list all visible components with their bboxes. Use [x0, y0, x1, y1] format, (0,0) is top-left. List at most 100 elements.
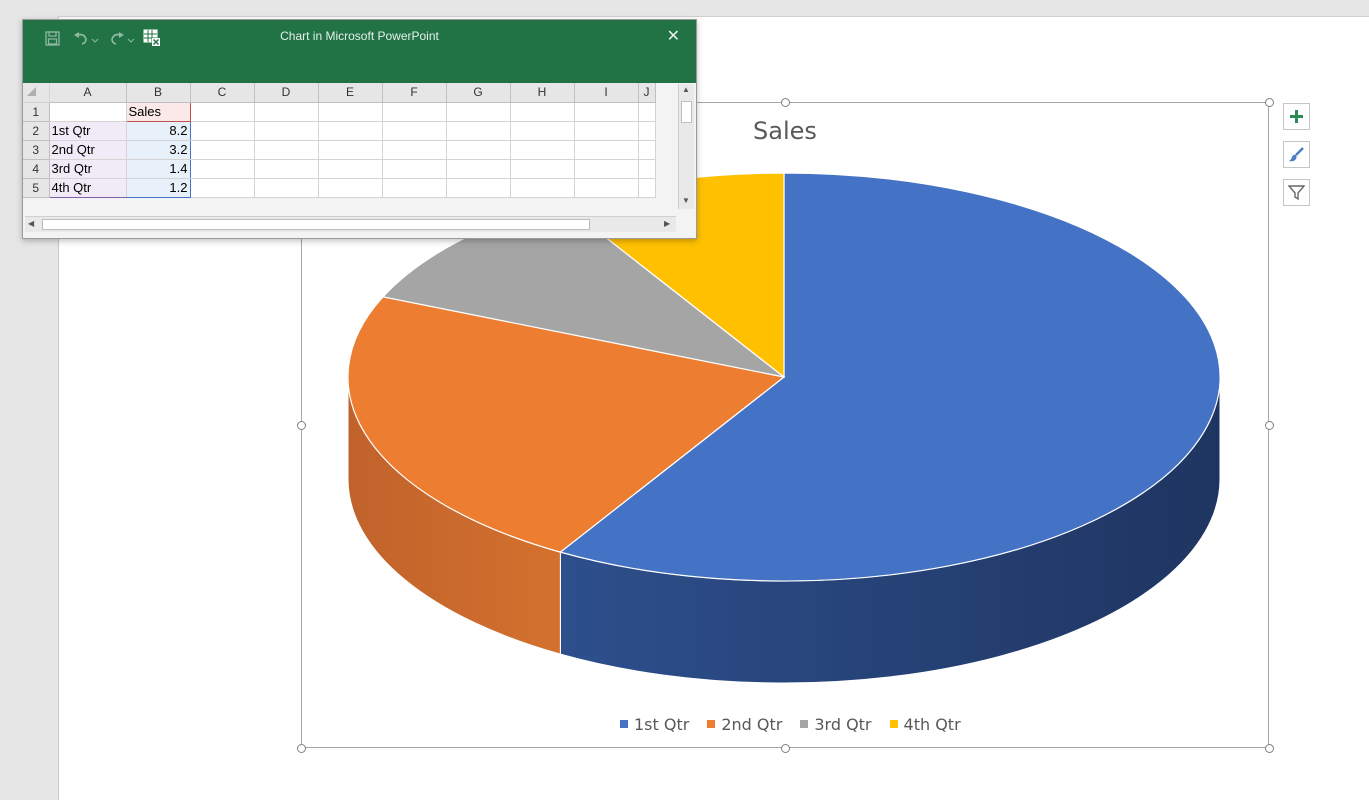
- cell-a5[interactable]: 4th Qtr: [48, 178, 127, 198]
- column-header[interactable]: H: [510, 83, 575, 103]
- cell[interactable]: [638, 140, 656, 160]
- scroll-up-icon[interactable]: ▲: [682, 85, 690, 94]
- cell-b2[interactable]: 8.2: [125, 121, 191, 141]
- cell[interactable]: [254, 159, 319, 179]
- cell[interactable]: [382, 178, 447, 198]
- window-titlebar[interactable]: Chart in Microsoft PowerPoint ✕: [23, 20, 696, 83]
- cell-b3[interactable]: 3.2: [125, 140, 191, 160]
- column-header[interactable]: C: [190, 83, 255, 103]
- resize-handle-left[interactable]: [297, 421, 306, 430]
- scroll-down-icon[interactable]: ▼: [682, 196, 690, 205]
- column-header[interactable]: I: [574, 83, 639, 103]
- horizontal-scroll-thumb[interactable]: [42, 219, 590, 230]
- cell[interactable]: [446, 140, 511, 160]
- pie-slice-1[interactable]: [347, 296, 786, 553]
- cell[interactable]: [574, 140, 639, 160]
- cell-a1[interactable]: [49, 102, 127, 122]
- edit-in-excel-button[interactable]: [141, 28, 163, 48]
- cell[interactable]: [382, 159, 447, 179]
- cell[interactable]: [382, 121, 447, 141]
- cell[interactable]: [254, 102, 319, 122]
- cell[interactable]: [318, 121, 383, 141]
- data-grid[interactable]: A B C D E F G H I J 1 Sales 2 1st Qtr 8.…: [23, 83, 656, 198]
- resize-handle-bottom-left[interactable]: [297, 744, 306, 753]
- cell[interactable]: [318, 140, 383, 160]
- cell[interactable]: [574, 102, 639, 122]
- cell[interactable]: [574, 178, 639, 198]
- redo-button[interactable]: [107, 28, 137, 48]
- resize-handle-right[interactable]: [1265, 421, 1274, 430]
- cell-b5[interactable]: 1.2: [125, 178, 191, 198]
- cell[interactable]: [382, 140, 447, 160]
- cell[interactable]: [510, 102, 575, 122]
- cell[interactable]: [190, 140, 255, 160]
- resize-handle-top[interactable]: [781, 98, 790, 107]
- cell[interactable]: [318, 159, 383, 179]
- cell-b1[interactable]: Sales: [125, 101, 191, 122]
- cell[interactable]: [446, 178, 511, 198]
- column-header[interactable]: B: [126, 83, 191, 103]
- cell[interactable]: [638, 178, 656, 198]
- chart-data-window[interactable]: Chart in Microsoft PowerPoint ✕ A B C D …: [22, 19, 697, 239]
- column-header[interactable]: D: [254, 83, 319, 103]
- vertical-scroll-thumb[interactable]: [681, 101, 692, 123]
- cell[interactable]: [446, 121, 511, 141]
- cell[interactable]: [318, 102, 383, 122]
- legend-item-3rd-qtr[interactable]: 3rd Qtr: [800, 715, 872, 734]
- cell-b4[interactable]: 1.4: [125, 159, 191, 179]
- cell[interactable]: [446, 159, 511, 179]
- column-header[interactable]: G: [446, 83, 511, 103]
- vertical-scrollbar[interactable]: ▲ ▼: [678, 84, 694, 209]
- cell[interactable]: [510, 121, 575, 141]
- cell-a3[interactable]: 2nd Qtr: [48, 140, 127, 160]
- cell[interactable]: [254, 140, 319, 160]
- cell[interactable]: [318, 178, 383, 198]
- row-header[interactable]: 4: [23, 159, 50, 179]
- cell[interactable]: [638, 121, 656, 141]
- cell[interactable]: [190, 159, 255, 179]
- cell[interactable]: [574, 121, 639, 141]
- chart-filters-button[interactable]: [1283, 179, 1310, 206]
- cell[interactable]: [574, 159, 639, 179]
- column-header[interactable]: F: [382, 83, 447, 103]
- cell[interactable]: [638, 159, 656, 179]
- cell[interactable]: [254, 178, 319, 198]
- chart-elements-button[interactable]: [1283, 103, 1310, 130]
- row-header[interactable]: 5: [23, 178, 50, 198]
- column-header[interactable]: J: [638, 83, 656, 103]
- legend-item-2nd-qtr[interactable]: 2nd Qtr: [707, 715, 782, 734]
- select-all-corner[interactable]: [23, 83, 50, 103]
- undo-button[interactable]: [71, 28, 101, 48]
- cell-a2[interactable]: 1st Qtr: [48, 121, 127, 141]
- row-header[interactable]: 3: [23, 140, 50, 160]
- row-header[interactable]: 1: [23, 102, 50, 122]
- resize-handle-top-right[interactable]: [1265, 98, 1274, 107]
- cell[interactable]: [190, 102, 255, 122]
- cell[interactable]: [382, 102, 447, 122]
- chart-legend[interactable]: 1st Qtr 2nd Qtr 3rd Qtr 4th Qtr: [620, 713, 961, 735]
- cell[interactable]: [190, 121, 255, 141]
- save-button[interactable]: [43, 28, 61, 48]
- resize-handle-bottom-right[interactable]: [1265, 744, 1274, 753]
- pie-slice-0[interactable]: [559, 172, 1221, 582]
- horizontal-scrollbar[interactable]: ◀ ▶: [25, 216, 676, 232]
- column-header[interactable]: A: [49, 83, 127, 103]
- scroll-left-icon[interactable]: ◀: [28, 219, 35, 228]
- chart-styles-button[interactable]: [1283, 141, 1310, 168]
- cell-a4[interactable]: 3rd Qtr: [48, 159, 127, 179]
- cell[interactable]: [190, 178, 255, 198]
- cell[interactable]: [510, 178, 575, 198]
- cell[interactable]: [638, 102, 656, 122]
- resize-handle-bottom[interactable]: [781, 744, 790, 753]
- cell[interactable]: [510, 140, 575, 160]
- close-button[interactable]: ✕: [667, 26, 680, 46]
- cell[interactable]: [254, 121, 319, 141]
- column-header[interactable]: E: [318, 83, 383, 103]
- chart-title[interactable]: Sales: [753, 117, 817, 145]
- row-header[interactable]: 2: [23, 121, 50, 141]
- cell[interactable]: [446, 102, 511, 122]
- cell[interactable]: [510, 159, 575, 179]
- legend-item-1st-qtr[interactable]: 1st Qtr: [620, 715, 689, 734]
- scroll-right-icon[interactable]: ▶: [664, 219, 671, 228]
- legend-item-4th-qtr[interactable]: 4th Qtr: [889, 715, 961, 734]
